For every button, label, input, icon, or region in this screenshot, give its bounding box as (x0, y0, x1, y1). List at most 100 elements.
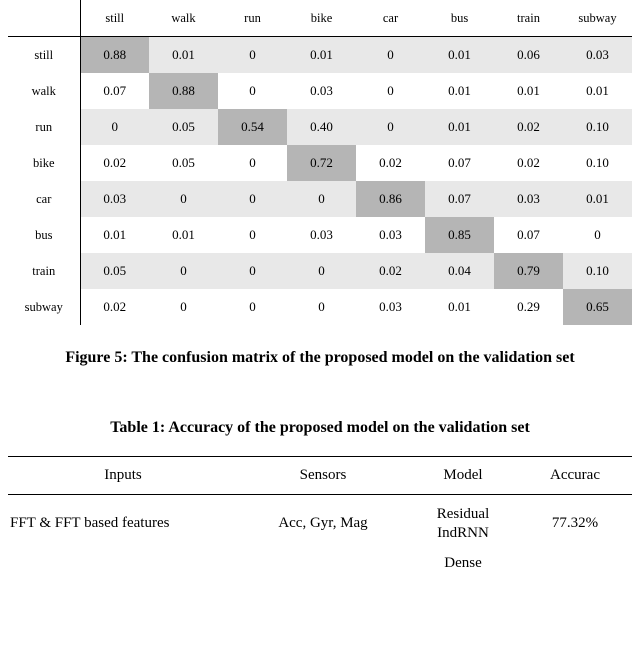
accuracy-table: Inputs Sensors Model Accurac FFT & FFT b… (8, 456, 632, 573)
cm-cell: 0.01 (563, 73, 632, 109)
cm-cell: 0 (287, 253, 356, 289)
cm-row: still 0.88 0.01 0 0.01 0 0.01 0.06 0.03 (8, 37, 632, 74)
cm-cell: 0.03 (287, 73, 356, 109)
cm-col-head: train (494, 0, 563, 37)
cm-cell: 0.40 (287, 109, 356, 145)
cm-cell: 0 (218, 145, 287, 181)
t1-partial-model: Dense (408, 553, 518, 573)
cm-cell: 0.02 (356, 253, 425, 289)
cm-row: train 0.05 0 0 0 0.02 0.04 0.79 0.10 (8, 253, 632, 289)
cm-cell: 0.10 (563, 109, 632, 145)
cm-cell: 0.02 (80, 145, 149, 181)
cm-cell: 0.05 (80, 253, 149, 289)
cm-cell: 0.02 (494, 145, 563, 181)
cm-cell: 0.88 (80, 37, 149, 74)
cm-col-head: run (218, 0, 287, 37)
t1-model-line1: Residual (437, 506, 490, 522)
cm-cell: 0.29 (494, 289, 563, 325)
cm-cell: 0.07 (80, 73, 149, 109)
confusion-matrix-table: still walk run bike car bus train subway… (8, 0, 632, 325)
cm-cell: 0.03 (80, 181, 149, 217)
cm-cell: 0.06 (494, 37, 563, 74)
t1-cell-sensors: Acc, Gyr, Mag (238, 495, 408, 553)
cm-cell: 0.07 (494, 217, 563, 253)
cm-cell: 0.03 (356, 289, 425, 325)
cm-row: bike 0.02 0.05 0 0.72 0.02 0.07 0.02 0.1… (8, 145, 632, 181)
cm-row-head: run (8, 109, 80, 145)
t1-col-head: Accurac (518, 457, 632, 495)
cm-cell: 0.04 (425, 253, 494, 289)
cm-cell: 0.10 (563, 145, 632, 181)
cm-row-head: bike (8, 145, 80, 181)
cm-row: run 0 0.05 0.54 0.40 0 0.01 0.02 0.10 (8, 109, 632, 145)
cm-cell: 0.01 (287, 37, 356, 74)
cm-col-head: bike (287, 0, 356, 37)
t1-col-head: Model (408, 457, 518, 495)
t1-row: FFT & FFT based features Acc, Gyr, Mag R… (8, 495, 632, 553)
cm-cell: 0.02 (80, 289, 149, 325)
cm-row: bus 0.01 0.01 0 0.03 0.03 0.85 0.07 0 (8, 217, 632, 253)
cm-cell: 0 (356, 73, 425, 109)
cm-cell: 0.72 (287, 145, 356, 181)
cm-cell: 0 (149, 289, 218, 325)
cm-corner (8, 0, 80, 37)
t1-cell-model: Residual IndRNN (408, 495, 518, 553)
cm-cell: 0.88 (149, 73, 218, 109)
cm-cell: 0.01 (425, 109, 494, 145)
cm-cell: 0.05 (149, 109, 218, 145)
cm-cell: 0 (356, 109, 425, 145)
cm-cell: 0 (218, 253, 287, 289)
cm-col-head: walk (149, 0, 218, 37)
cm-cell: 0.03 (287, 217, 356, 253)
cm-cell: 0 (218, 289, 287, 325)
cm-cell: 0.86 (356, 181, 425, 217)
cm-cell: 0.65 (563, 289, 632, 325)
cm-cell: 0 (80, 109, 149, 145)
cm-row: car 0.03 0 0 0 0.86 0.07 0.03 0.01 (8, 181, 632, 217)
cm-cell: 0 (356, 37, 425, 74)
figure-caption: Figure 5: The confusion matrix of the pr… (28, 347, 612, 369)
cm-cell: 0.03 (494, 181, 563, 217)
cm-cell: 0 (287, 181, 356, 217)
cm-cell: 0.02 (494, 109, 563, 145)
table1-caption: Table 1: Accuracy of the proposed model … (28, 417, 612, 439)
t1-row-partial: Dense (8, 553, 632, 573)
cm-cell: 0.10 (563, 253, 632, 289)
t1-header-row: Inputs Sensors Model Accurac (8, 457, 632, 495)
cm-col-head: car (356, 0, 425, 37)
cm-cell: 0 (218, 73, 287, 109)
cm-cell: 0.01 (80, 217, 149, 253)
cm-cell: 0 (218, 181, 287, 217)
t1-cell-inputs: FFT & FFT based features (8, 495, 238, 553)
cm-cell: 0 (218, 37, 287, 74)
cm-cell: 0.03 (563, 37, 632, 74)
cm-cell: 0 (149, 181, 218, 217)
cm-cell: 0.01 (425, 37, 494, 74)
cm-cell: 0 (218, 217, 287, 253)
t1-col-head: Sensors (238, 457, 408, 495)
cm-row: subway 0.02 0 0 0 0.03 0.01 0.29 0.65 (8, 289, 632, 325)
t1-cell-accuracy: 77.32% (518, 495, 632, 553)
cm-cell: 0 (287, 289, 356, 325)
cm-cell: 0.01 (149, 37, 218, 74)
cm-cell: 0 (149, 253, 218, 289)
cm-cell: 0.01 (563, 181, 632, 217)
cm-cell: 0.01 (149, 217, 218, 253)
cm-row-head: subway (8, 289, 80, 325)
cm-cell: 0.05 (149, 145, 218, 181)
cm-cell: 0.54 (218, 109, 287, 145)
cm-row-head: walk (8, 73, 80, 109)
cm-cell: 0.79 (494, 253, 563, 289)
cm-cell: 0.07 (425, 181, 494, 217)
cm-header-row: still walk run bike car bus train subway (8, 0, 632, 37)
cm-row-head: bus (8, 217, 80, 253)
cm-col-head-label: subway (578, 12, 616, 25)
cm-cell: 0.85 (425, 217, 494, 253)
cm-col-head: still (80, 0, 149, 37)
cm-cell: 0.01 (425, 73, 494, 109)
cm-cell: 0.01 (425, 289, 494, 325)
cm-row-head: still (8, 37, 80, 74)
t1-model-line2: IndRNN (437, 525, 489, 541)
cm-cell: 0.07 (425, 145, 494, 181)
cm-col-head: bus (425, 0, 494, 37)
